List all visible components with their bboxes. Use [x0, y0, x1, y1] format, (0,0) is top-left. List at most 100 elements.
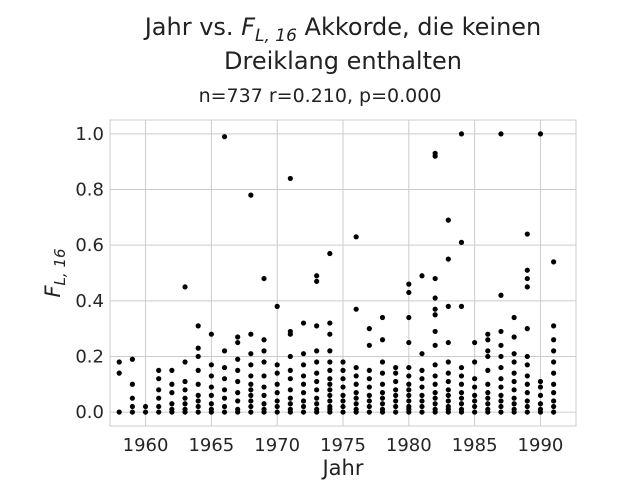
scatter-point	[248, 331, 254, 337]
scatter-point	[524, 275, 530, 282]
scatter-point	[366, 376, 372, 382]
scatter-point	[221, 395, 228, 401]
scatter-point	[235, 390, 241, 396]
scatter-point	[327, 250, 333, 257]
scatter-point	[458, 406, 465, 412]
scatter-point	[248, 192, 254, 198]
scatter-point	[340, 376, 346, 382]
scatter-point	[537, 401, 544, 407]
scatter-point	[221, 376, 228, 382]
scatter-point	[445, 339, 451, 346]
scatter-point	[353, 406, 359, 412]
scatter-point	[379, 381, 386, 387]
scatter-point	[498, 364, 504, 371]
scatter-point	[221, 364, 228, 371]
scatter-point	[274, 381, 280, 387]
scatter-point	[248, 403, 254, 410]
scatter-point	[524, 267, 530, 273]
scatter-point	[169, 390, 175, 396]
scatter-point	[524, 231, 530, 237]
scatter-point	[314, 273, 320, 279]
scatter-point	[366, 403, 372, 410]
scatter-point	[366, 409, 372, 415]
scatter-point	[511, 406, 517, 412]
scatter-point	[221, 403, 228, 410]
scatter-point	[511, 351, 517, 357]
scatter-point	[458, 395, 465, 401]
scatter-point	[511, 334, 517, 340]
scatter-point	[116, 370, 122, 376]
scatter-point	[406, 392, 412, 398]
scatter-point	[511, 359, 517, 365]
y-axis-label: FL, 16	[41, 248, 69, 297]
scatter-point	[432, 328, 438, 335]
scatter-point	[498, 398, 504, 404]
scatter-point	[537, 378, 544, 385]
scatter-point	[261, 337, 267, 343]
scatter-point	[208, 373, 214, 379]
scatter-point	[235, 367, 241, 373]
scatter-point	[524, 373, 530, 379]
scatter-point	[327, 359, 333, 365]
scatter-point	[511, 370, 517, 376]
scatter-point	[300, 381, 307, 387]
scatter-point	[287, 328, 293, 335]
scatter-point	[393, 392, 399, 398]
scatter-point	[445, 403, 451, 410]
scatter-point	[287, 401, 293, 407]
scatter-point	[432, 306, 438, 312]
scatter-point	[498, 384, 504, 390]
scatter-point	[393, 387, 399, 393]
scatter-point	[432, 275, 438, 282]
scatter-point	[393, 364, 399, 371]
scatter-point	[300, 362, 307, 368]
scatter-point	[498, 328, 504, 335]
scatter-point	[274, 362, 280, 368]
scatter-point	[432, 150, 438, 156]
scatter-point	[366, 367, 372, 373]
scatter-point	[300, 403, 307, 410]
scatter-point	[419, 398, 425, 404]
scatter-point	[208, 362, 214, 368]
chart-title-line2: Dreiklang enthalten	[224, 47, 462, 75]
x-tick-label: 1985	[452, 435, 498, 456]
scatter-point	[195, 403, 201, 410]
scatter-point	[314, 359, 320, 365]
scatter-point	[340, 359, 346, 365]
scatter-point	[419, 409, 425, 415]
x-tick-label: 1975	[320, 435, 366, 456]
scatter-point	[458, 401, 465, 407]
scatter-point	[419, 351, 425, 357]
scatter-point	[419, 367, 425, 373]
scatter-point	[327, 331, 333, 337]
scatter-point	[406, 373, 412, 379]
scatter-point	[195, 353, 201, 360]
scatter-point	[353, 364, 359, 371]
scatter-point	[235, 406, 241, 412]
x-tick-label: 1970	[254, 435, 300, 456]
scatter-point	[551, 390, 557, 396]
scatter-point	[300, 373, 307, 379]
scatter-point	[353, 401, 359, 407]
scatter-point	[340, 398, 346, 404]
scatter-point	[432, 295, 438, 301]
scatter-point	[248, 398, 254, 404]
scatter-point	[235, 339, 241, 346]
scatter-point	[498, 292, 504, 298]
scatter-point	[156, 403, 162, 410]
scatter-point	[300, 351, 307, 357]
scatter-point	[142, 409, 149, 415]
scatter-point	[221, 134, 228, 140]
scatter-point	[458, 390, 465, 396]
scatter-point	[551, 323, 557, 329]
scatter-point	[314, 406, 320, 412]
scatter-point	[353, 373, 359, 379]
scatter-point	[366, 392, 372, 398]
scatter-point	[195, 409, 201, 415]
scatter-point	[314, 278, 320, 284]
scatter-point	[235, 334, 241, 340]
scatter-point	[524, 409, 530, 415]
scatter-point	[156, 395, 162, 401]
scatter-point	[366, 384, 372, 390]
scatter-point	[511, 378, 517, 385]
